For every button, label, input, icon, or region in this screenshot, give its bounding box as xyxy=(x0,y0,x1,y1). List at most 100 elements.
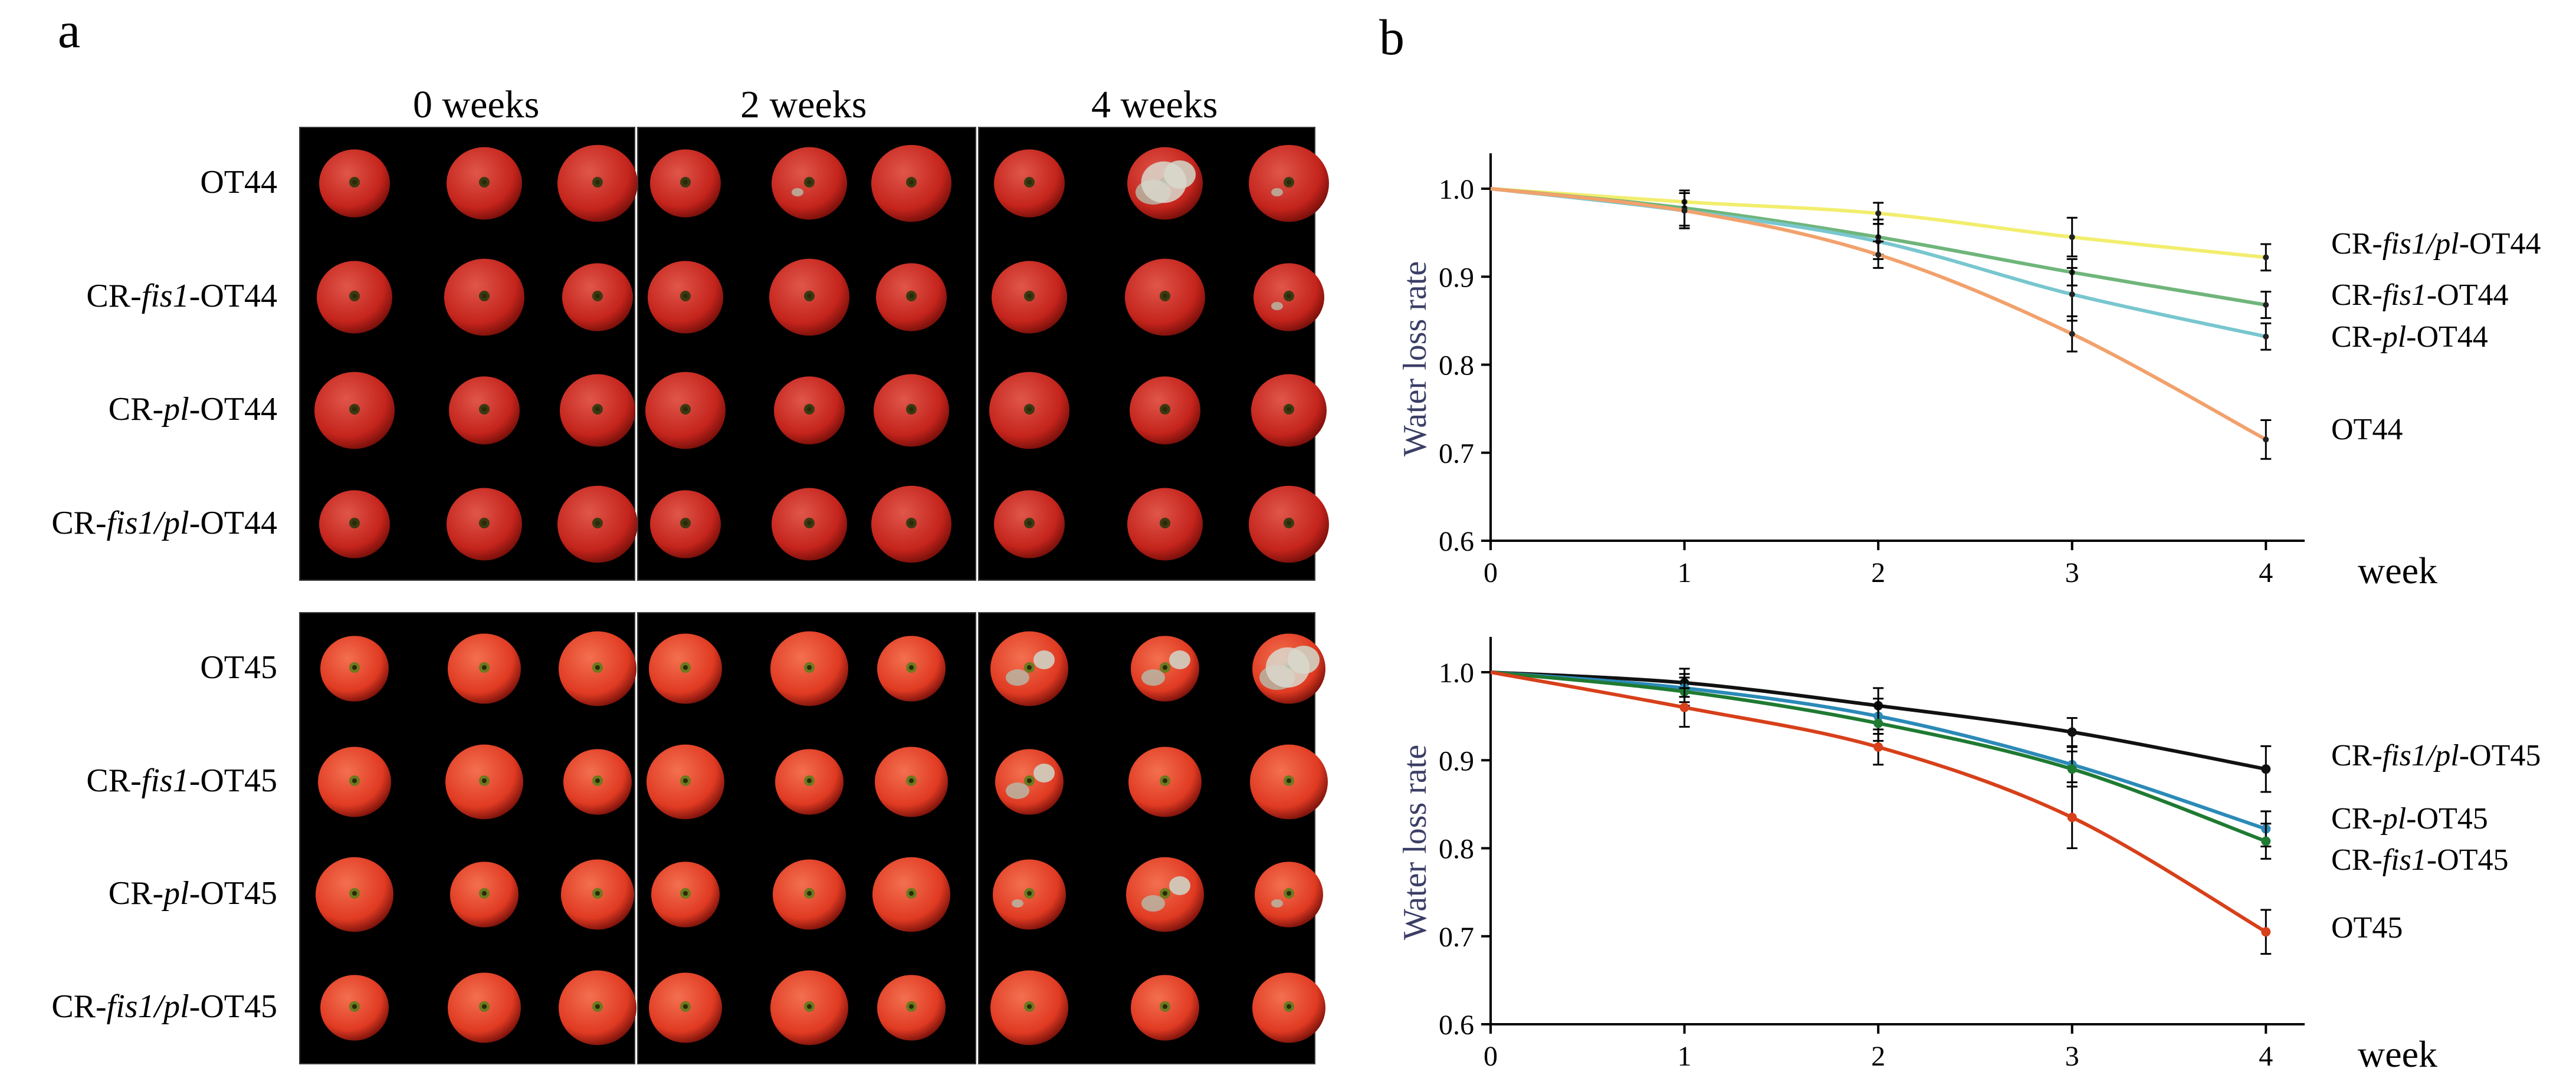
data-point xyxy=(2263,254,2269,261)
tomato-fruit-image xyxy=(559,970,636,1045)
tomato-fruit-image xyxy=(650,490,721,558)
tomato-fruit-image xyxy=(876,263,947,331)
tomato-fruit-image xyxy=(320,636,389,702)
tomato-fruit-image xyxy=(650,149,721,218)
series-label: CR-fis1-OT44 xyxy=(2331,278,2508,312)
tomato-fruit-image xyxy=(1131,636,1199,702)
tomato-fruit-image xyxy=(1252,972,1325,1043)
genotype-row-label: CR-pl-OT44 xyxy=(108,391,277,428)
week-header-0: 0 weeks xyxy=(413,83,540,126)
tomato-fruit-image xyxy=(318,747,391,817)
tomato-fruit-image xyxy=(773,859,846,930)
water-loss-charts: 0.6 0.7 0.8 0.9 1.0 0 1 2 3 4 week Water loss rate C… xyxy=(1397,153,2541,1075)
tomato-fruit-image xyxy=(314,371,395,449)
tomato-fruit-image xyxy=(651,862,720,928)
tomato-fruit-image xyxy=(871,144,951,222)
data-point xyxy=(2261,836,2271,846)
tomato-fruit-image xyxy=(1131,975,1199,1041)
tomato-fruit-image xyxy=(645,371,726,449)
x-tick-label: 1 xyxy=(1678,1041,1692,1072)
panel-a-letter: a xyxy=(58,2,81,58)
tomato-fruit-image xyxy=(316,857,393,932)
tomato-fruit-image xyxy=(769,258,849,336)
x-tick-label: 3 xyxy=(2065,557,2079,588)
tomato-fruit-image xyxy=(1125,258,1205,336)
tomato-fruit-image xyxy=(320,975,389,1041)
y-tick-label: 0.7 xyxy=(1439,438,1474,469)
tomato-fruit-image xyxy=(995,748,1064,815)
tomato-fruit-image xyxy=(990,631,1068,706)
tomato-fruit-image xyxy=(450,862,519,928)
genotype-row-label: OT45 xyxy=(200,649,277,686)
y-tick-label: 0.7 xyxy=(1439,922,1474,953)
data-point xyxy=(1875,210,1882,216)
tomato-fruit-image xyxy=(994,490,1065,558)
y-axis-title: Water loss rate xyxy=(1397,745,1433,940)
data-point xyxy=(2069,234,2075,241)
data-point xyxy=(2067,764,2077,774)
genotype-row-label: CR-fis1/pl-OT45 xyxy=(51,988,277,1025)
tomato-fruit-image xyxy=(772,488,847,561)
tomato-fruit-image xyxy=(561,859,634,930)
tomato-fruit-image xyxy=(775,748,844,815)
data-point xyxy=(2069,291,2075,298)
y-tick-label: 0.8 xyxy=(1439,834,1474,865)
data-point xyxy=(2067,813,2077,823)
tomato-fruit-image xyxy=(1251,374,1327,447)
tomato-fruit-image xyxy=(770,631,848,706)
data-point xyxy=(1875,251,1882,258)
tomato-fruit-image xyxy=(649,972,722,1043)
y-tick-label: 0.9 xyxy=(1439,745,1474,777)
y-tick-label: 1.0 xyxy=(1439,174,1474,205)
tomato-fruit-image xyxy=(444,258,524,336)
tomato-fruit-image xyxy=(648,261,723,334)
x-tick-label: 4 xyxy=(2259,1041,2273,1072)
y-tick-label: 0.9 xyxy=(1439,262,1474,293)
tomato-fruit-image xyxy=(447,488,522,561)
y-tick-label: 0.6 xyxy=(1439,1010,1474,1041)
tomato-fruit-image xyxy=(1253,263,1324,331)
tomato-fruit-image xyxy=(1128,747,1202,817)
series-label: CR-fis1/pl-OT45 xyxy=(2331,739,2541,772)
x-tick-label: 2 xyxy=(1871,1041,1885,1072)
y-tick-label: 1.0 xyxy=(1439,657,1474,689)
tomato-fruit-image xyxy=(563,748,632,815)
tomato-fruit-image xyxy=(772,147,847,220)
genotype-row-label: CR-pl-OT45 xyxy=(108,875,277,912)
data-point xyxy=(2069,331,2075,337)
tomato-fruit-image xyxy=(1252,633,1325,704)
tomato-fruit-image xyxy=(448,633,521,704)
tomato-fruit-image xyxy=(562,263,633,331)
series-label: CR-pl-OT45 xyxy=(2331,802,2488,836)
tomato-fruit-image xyxy=(560,374,635,447)
series-label: CR-fis1/pl-OT44 xyxy=(2331,227,2541,261)
tomato-fruit-image xyxy=(871,485,951,563)
data-point xyxy=(2067,727,2077,737)
x-tick-label: 2 xyxy=(1871,557,1885,588)
tomato-fruit-image xyxy=(874,374,949,447)
tomato-fruit-image xyxy=(992,261,1067,334)
tomato-fruit-image xyxy=(774,376,845,445)
tomato-fruit-image xyxy=(559,631,636,706)
y-axis-title: Water loss rate xyxy=(1397,261,1433,456)
tomato-fruit-image xyxy=(557,485,638,563)
x-tick-label: 4 xyxy=(2259,557,2273,588)
tomato-fruit-image xyxy=(647,744,724,819)
tomato-fruit-image xyxy=(1255,862,1323,928)
tomato-fruit-image xyxy=(449,376,520,445)
data-point xyxy=(1873,742,1883,752)
tomato-fruit-image xyxy=(557,144,638,222)
tomato-fruit-image xyxy=(877,975,946,1041)
genotype-row-label: CR-fis1-OT44 xyxy=(86,277,277,314)
tomato-fruit-image xyxy=(1249,144,1329,222)
tomato-fruit-image xyxy=(875,747,948,817)
tomato-fruit-image xyxy=(990,970,1068,1045)
x-tick-label: 0 xyxy=(1484,557,1498,588)
x-axis-title: week xyxy=(2358,550,2437,591)
data-point xyxy=(2263,436,2269,443)
y-tick-label: 0.6 xyxy=(1439,526,1474,557)
data-point xyxy=(1679,702,1689,712)
x-axis-title: week xyxy=(2358,1033,2437,1075)
tomato-fruit-image xyxy=(872,857,950,932)
tomato-fruit-image xyxy=(994,149,1065,218)
